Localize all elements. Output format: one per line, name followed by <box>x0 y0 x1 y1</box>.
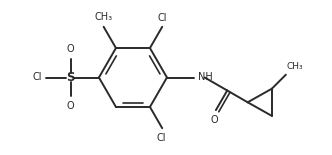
Text: S: S <box>66 71 75 84</box>
Text: CH₃: CH₃ <box>287 62 303 71</box>
Text: NH: NH <box>198 73 212 82</box>
Text: Cl: Cl <box>157 13 167 22</box>
Text: CH₃: CH₃ <box>95 12 113 22</box>
Text: O: O <box>210 115 218 125</box>
Text: O: O <box>67 101 74 111</box>
Text: Cl: Cl <box>157 133 167 143</box>
Text: Cl: Cl <box>32 73 42 82</box>
Text: O: O <box>67 44 74 54</box>
